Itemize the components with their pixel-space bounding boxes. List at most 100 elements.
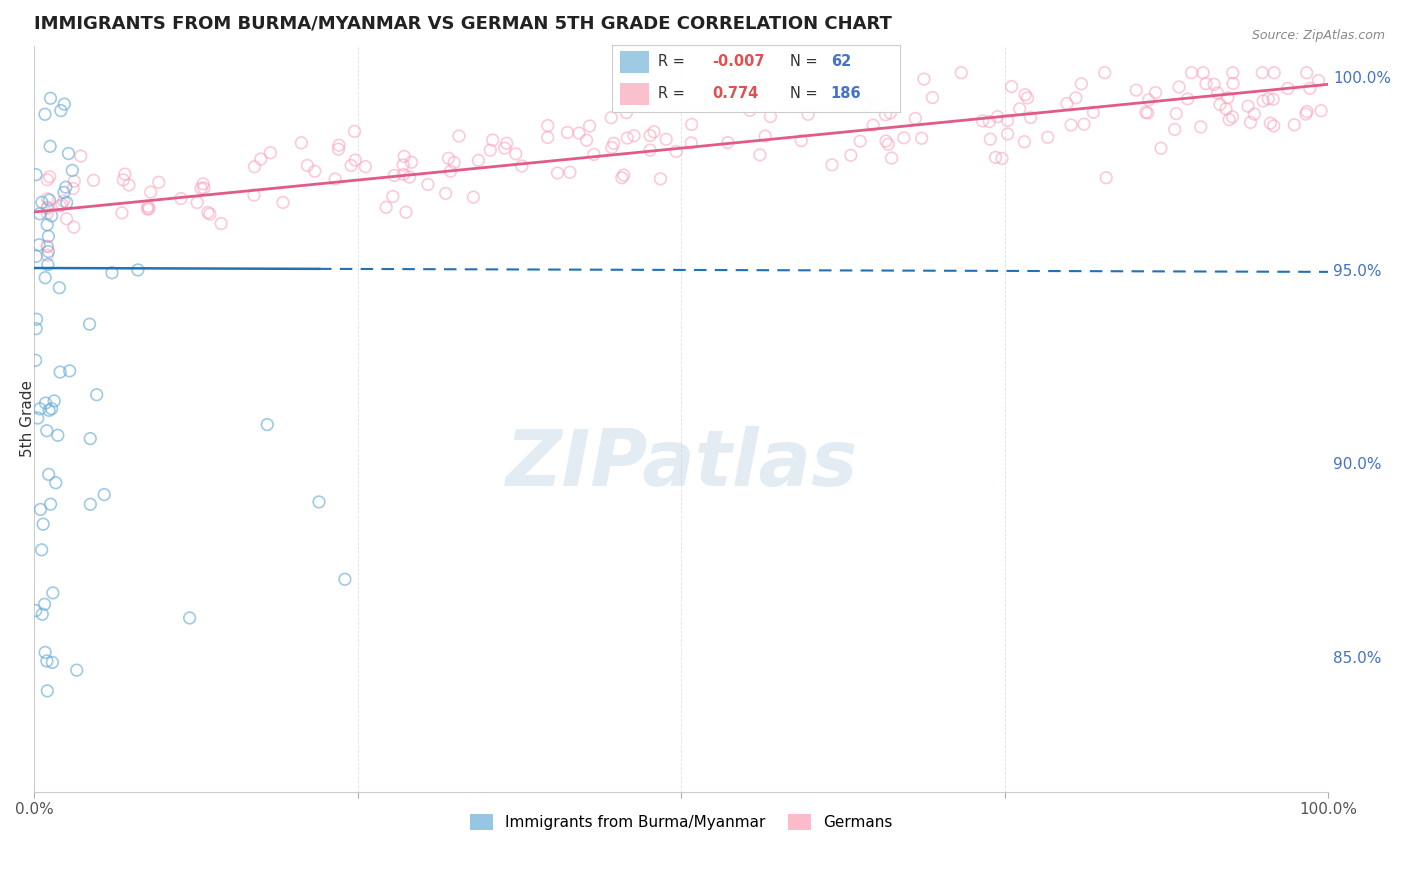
Point — [28, 207, 51, 221]
Point — [1083, 105, 1105, 120]
Point — [79, 317, 101, 331]
Point — [333, 572, 356, 586]
Point — [1017, 91, 1039, 105]
Point — [1251, 94, 1274, 108]
Point — [114, 167, 136, 181]
Point — [271, 195, 294, 210]
Point — [59, 364, 82, 378]
Point — [616, 105, 638, 120]
Point — [603, 136, 626, 151]
Point — [79, 497, 101, 511]
Point — [481, 133, 503, 147]
Point — [1222, 77, 1244, 91]
Point — [304, 164, 326, 178]
Point — [681, 136, 703, 150]
Text: R =: R = — [658, 86, 689, 101]
Point — [1263, 66, 1285, 80]
Point — [600, 140, 623, 154]
Point — [759, 110, 782, 124]
Y-axis label: 5th Grade: 5th Grade — [20, 380, 35, 458]
Point — [575, 133, 598, 147]
Point — [35, 654, 58, 668]
Point — [138, 202, 160, 216]
Point — [537, 130, 560, 145]
Point — [38, 403, 60, 417]
Point — [821, 158, 844, 172]
Point — [249, 152, 271, 166]
Point — [297, 158, 319, 172]
Point — [568, 126, 591, 140]
Point — [344, 153, 367, 167]
Text: Source: ZipAtlas.com: Source: ZipAtlas.com — [1251, 29, 1385, 42]
Bar — [620, 83, 650, 105]
Point — [375, 200, 398, 214]
Point — [37, 229, 59, 244]
Point — [37, 192, 59, 206]
Point — [1195, 77, 1218, 91]
Point — [111, 206, 134, 220]
Point — [558, 165, 581, 179]
Point — [1216, 91, 1239, 105]
Point — [972, 114, 994, 128]
Point — [578, 119, 600, 133]
Point — [34, 396, 56, 410]
Point — [198, 207, 221, 221]
Point — [738, 103, 761, 118]
Point — [1056, 96, 1078, 111]
Point — [839, 148, 862, 162]
Point — [394, 149, 416, 163]
Point — [101, 266, 124, 280]
Point — [136, 200, 159, 214]
Point — [25, 321, 48, 335]
Point — [191, 177, 214, 191]
Point — [634, 92, 657, 106]
Text: N =: N = — [790, 86, 823, 101]
Point — [1137, 93, 1160, 107]
Point — [557, 126, 579, 140]
Point — [1277, 81, 1299, 95]
Point — [79, 432, 101, 446]
Point — [1296, 104, 1319, 119]
Point — [31, 607, 53, 622]
Point — [381, 189, 404, 203]
Point — [1014, 87, 1036, 102]
Point — [443, 155, 465, 169]
Point — [655, 132, 678, 146]
Point — [447, 129, 470, 144]
Point — [28, 401, 51, 416]
Point — [1166, 106, 1188, 120]
Point — [849, 134, 872, 148]
Point — [179, 611, 201, 625]
Point — [1019, 111, 1042, 125]
Point — [170, 192, 193, 206]
Point — [1000, 79, 1022, 94]
Text: 62: 62 — [831, 54, 851, 69]
Point — [665, 145, 688, 159]
Point — [875, 108, 897, 122]
Point — [1064, 91, 1087, 105]
Point — [855, 96, 877, 111]
Point — [69, 149, 91, 163]
Point — [243, 160, 266, 174]
Point — [1095, 170, 1118, 185]
Point — [31, 542, 53, 557]
Point — [193, 181, 215, 195]
Point — [392, 168, 415, 182]
Point — [910, 131, 932, 145]
Point — [28, 237, 51, 252]
Point — [1257, 92, 1279, 106]
Point — [1014, 135, 1036, 149]
Point — [1168, 80, 1191, 95]
Point — [1299, 81, 1322, 95]
Point — [1189, 120, 1212, 134]
Point — [127, 263, 149, 277]
Point — [323, 172, 346, 186]
Point — [997, 113, 1019, 128]
Point — [34, 645, 56, 659]
Point — [38, 193, 60, 207]
Point — [495, 136, 517, 151]
Point — [1125, 83, 1147, 97]
Point — [93, 487, 115, 501]
Point — [797, 107, 820, 121]
Text: IMMIGRANTS FROM BURMA/MYANMAR VS GERMAN 5TH GRADE CORRELATION CHART: IMMIGRANTS FROM BURMA/MYANMAR VS GERMAN … — [34, 15, 893, 33]
